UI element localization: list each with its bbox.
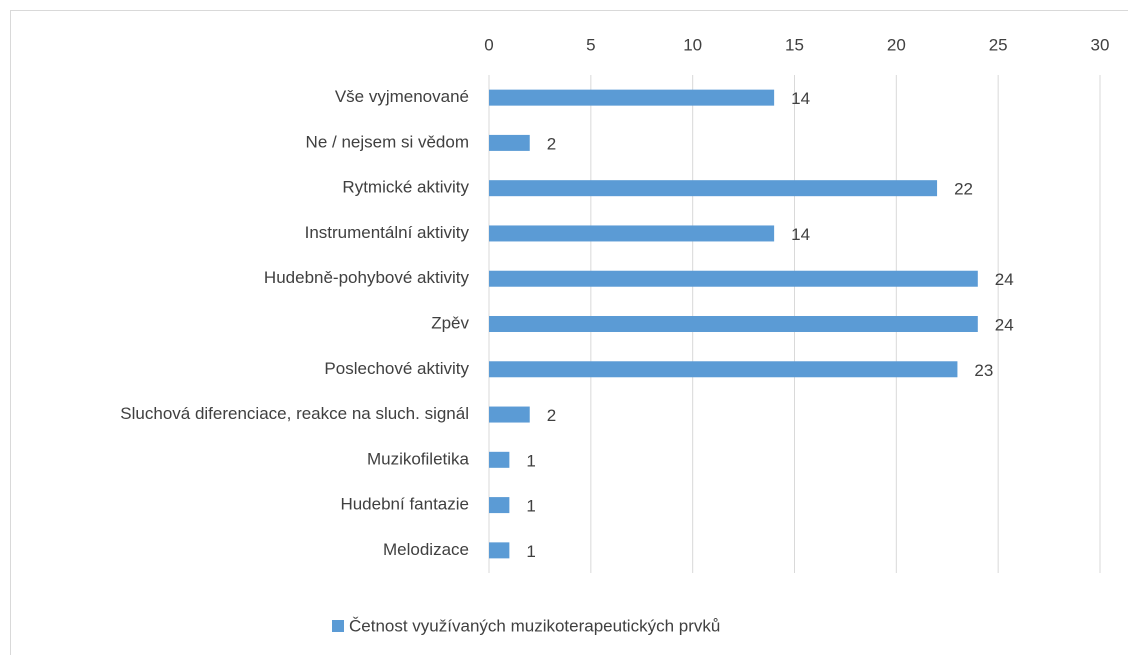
y-tick-label: Hudební fantazie [340,495,469,514]
y-tick-label: Rytmické aktivity [342,178,469,197]
y-tick-label: Vše vyjmenované [335,87,469,106]
data-label: 23 [974,361,993,380]
data-label: 1 [526,497,535,516]
data-label: 14 [791,225,810,244]
bar [489,361,958,378]
data-label: 14 [791,89,810,108]
bar [489,406,530,423]
y-tick-label: Zpěv [431,313,469,332]
bar [489,270,978,287]
x-tick-label: 25 [989,35,1008,54]
y-tick-label: Sluchová diferenciace, reakce na sluch. … [120,404,469,423]
x-tick-label: 30 [1091,35,1110,54]
data-label: 22 [954,180,973,199]
bar [489,542,510,559]
y-tick-label: Poslechové aktivity [324,359,469,378]
data-label: 2 [547,134,556,153]
bar [489,316,978,332]
x-tick-label: 10 [683,35,702,54]
data-label: 24 [995,315,1014,334]
y-tick-label: Melodizace [383,540,469,559]
data-label: 24 [995,270,1014,289]
y-tick-label: Hudebně-pohybové aktivity [264,268,470,287]
bar [489,497,510,514]
bar [489,451,510,468]
chart-border [10,10,1128,655]
y-tick-label: Instrumentální aktivity [305,223,470,242]
legend-marker [332,620,344,632]
y-tick-label: Muzikofiletika [367,449,470,468]
x-tick-label: 20 [887,35,906,54]
bar [489,89,775,106]
data-label: 1 [526,451,535,470]
x-tick-label: 15 [785,35,804,54]
x-tick-label: 5 [586,35,595,54]
bar [489,225,775,242]
bar [489,180,938,197]
legend-label: Četnost využívaných muzikoterapeutických… [349,616,720,635]
bar [489,134,530,151]
data-label: 1 [526,542,535,561]
y-tick-label: Ne / nejsem si vědom [306,132,469,151]
data-label: 2 [547,406,556,425]
x-tick-label: 0 [484,35,493,54]
